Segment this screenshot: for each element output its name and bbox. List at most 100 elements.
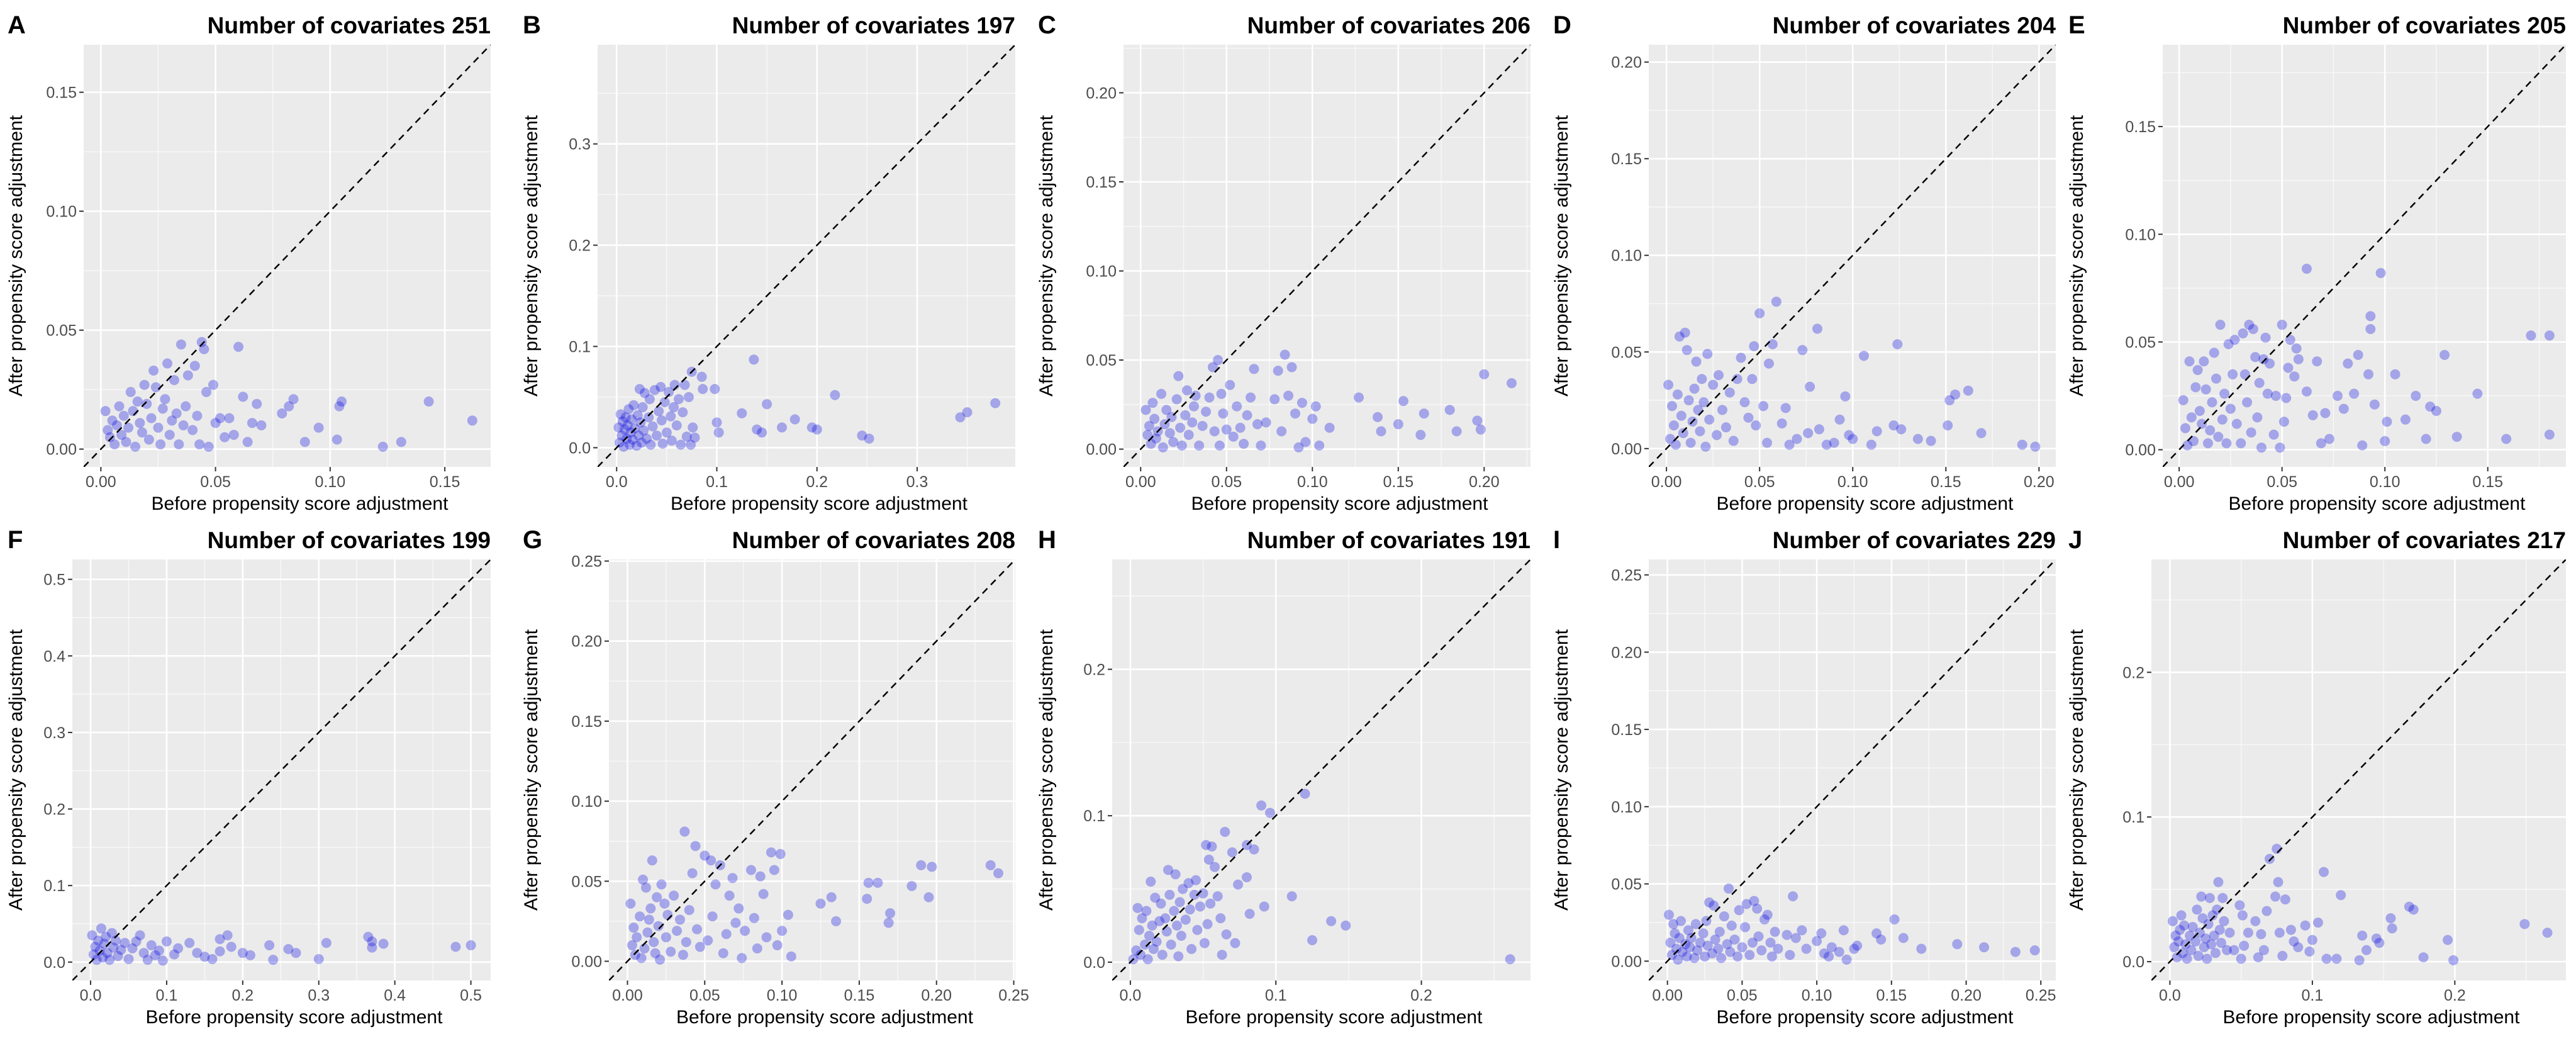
data-point <box>1160 913 1171 924</box>
data-point <box>1201 840 1212 850</box>
data-point <box>885 908 896 919</box>
data-point <box>1759 914 1770 925</box>
data-point <box>337 396 347 407</box>
data-point <box>1398 396 1408 407</box>
data-point <box>1849 943 1860 954</box>
data-point <box>88 949 99 960</box>
x-axis-label: Before propensity score adjustment <box>671 493 968 514</box>
data-point <box>1232 401 1242 412</box>
data-point <box>1249 844 1259 855</box>
data-point <box>1157 950 1168 960</box>
data-point <box>2253 952 2263 963</box>
data-point <box>1221 424 1232 435</box>
y-tick-label: 0.10 <box>571 793 602 811</box>
data-point <box>1142 430 1153 441</box>
data-point <box>776 422 787 433</box>
x-axis-label: Before propensity score adjustment <box>1191 493 1489 514</box>
data-point <box>671 420 682 431</box>
data-point <box>2300 920 2311 931</box>
data-point <box>628 400 639 410</box>
data-point <box>1663 379 1674 390</box>
panel-D: 0.00 0.00 0.05 0.05 0.10 0.10 0.15 0.15 0.20 0.20… <box>1551 11 2056 514</box>
x-tick-label: 0.0 <box>80 987 102 1004</box>
data-point <box>2207 910 2218 921</box>
data-point <box>1766 951 1777 962</box>
data-point <box>1150 892 1161 903</box>
data-point <box>632 410 643 420</box>
data-point <box>1821 439 1832 450</box>
panel-B: 0.0 0.0 0.1 0.1 0.2 0.2 0.3 0.3 B Number of covar… <box>521 11 1015 514</box>
data-point <box>1252 419 1263 430</box>
data-point <box>1149 413 1160 424</box>
data-point <box>1681 345 1692 356</box>
data-point <box>1665 434 1676 444</box>
data-point <box>1192 924 1203 935</box>
data-point <box>1770 926 1780 937</box>
y-tick-label: 0.0 <box>1083 954 1105 972</box>
data-point <box>1670 439 1681 450</box>
x-tick-label: 0.05 <box>689 987 720 1004</box>
y-tick-label: 0.15 <box>571 713 602 731</box>
data-point <box>676 439 686 450</box>
data-point <box>927 862 937 872</box>
data-point <box>132 396 143 407</box>
data-point <box>2173 936 2184 946</box>
data-point <box>111 420 122 430</box>
data-point <box>2278 417 2289 427</box>
data-point <box>2280 894 2290 905</box>
data-point <box>2225 403 2236 414</box>
data-point <box>1451 426 1462 437</box>
panel-letter: H <box>1038 526 1056 554</box>
data-point <box>2443 935 2453 945</box>
data-point <box>1218 408 1229 419</box>
x-tick-label: 0.00 <box>1125 473 1156 491</box>
data-point <box>291 948 301 958</box>
y-tick-label: 0.05 <box>46 322 77 340</box>
data-point <box>1844 430 1854 441</box>
data-point <box>2238 328 2248 339</box>
y-tick-label: 0.00 <box>46 441 77 459</box>
data-point <box>2252 412 2263 423</box>
x-tick-label: 0.20 <box>1951 987 1982 1004</box>
data-point <box>288 394 299 405</box>
data-point <box>686 439 696 450</box>
data-point <box>2180 423 2190 434</box>
data-point <box>1816 928 1827 939</box>
data-point <box>687 868 698 879</box>
data-point <box>2010 946 2021 957</box>
data-point <box>659 898 670 909</box>
data-point <box>669 402 679 413</box>
data-point <box>647 421 658 432</box>
data-point <box>2371 933 2382 944</box>
data-point <box>90 941 101 952</box>
panel-C: 0.00 0.00 0.05 0.05 0.10 0.10 0.15 0.15 0.20 0.20… <box>1036 11 1531 514</box>
panel-title: Number of covariates 206 <box>1247 13 1531 38</box>
data-point <box>130 441 141 452</box>
data-point <box>645 903 656 914</box>
data-point <box>1888 420 1899 430</box>
data-point <box>1751 420 1761 430</box>
data-point <box>655 381 666 392</box>
x-tick-label: 0.2 <box>2444 987 2466 1004</box>
data-point <box>873 877 883 888</box>
data-point <box>2209 347 2219 358</box>
data-point <box>826 892 837 902</box>
data-point <box>2207 397 2217 408</box>
panel-F: 0.0 0.0 0.1 0.1 0.2 0.2 0.3 0.3 0.4 0.4 0.5 0.5 F Num… <box>6 526 491 1028</box>
data-point <box>862 894 873 904</box>
data-point <box>2472 388 2483 399</box>
y-tick-label: 0.20 <box>1086 84 1117 102</box>
data-point <box>1724 387 1735 398</box>
data-point <box>864 433 874 444</box>
data-point <box>772 940 783 951</box>
y-axis-label: After propensity score adjustment <box>2066 629 2087 911</box>
data-point <box>627 940 637 951</box>
panel-letter: C <box>1038 11 1056 39</box>
data-point <box>199 344 209 354</box>
data-point <box>1685 942 1695 953</box>
data-point <box>831 916 842 926</box>
data-point <box>2307 935 2317 945</box>
x-tick-label: 0.05 <box>1727 987 1758 1004</box>
data-point <box>94 945 105 956</box>
data-point <box>1280 349 1290 360</box>
